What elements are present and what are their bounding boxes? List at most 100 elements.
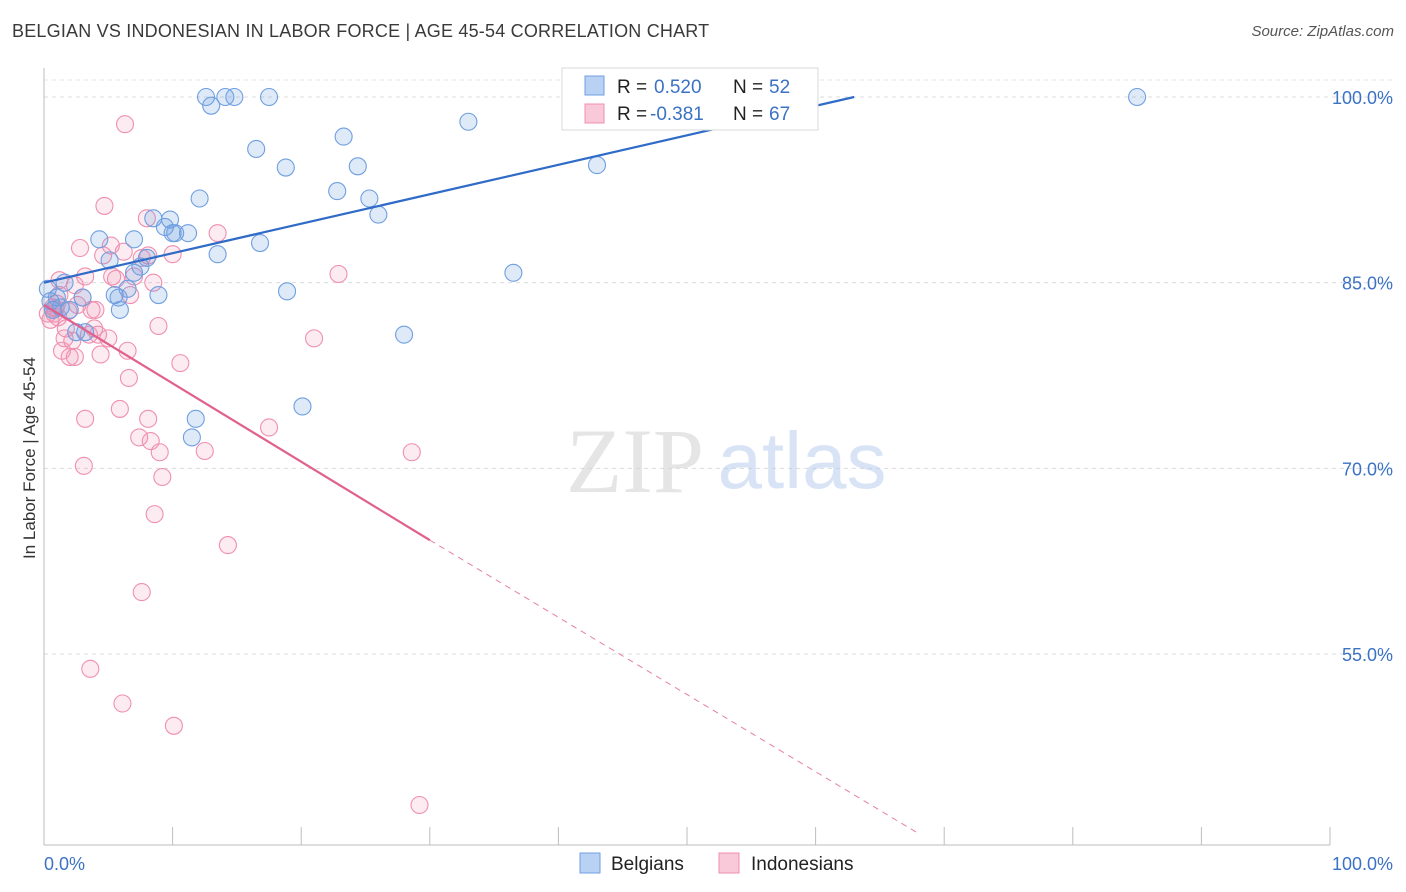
legend-r-label-2: R = — [617, 104, 647, 125]
indonesians-trend-line — [43, 304, 431, 542]
y-tick-label: 55.0% — [1342, 645, 1393, 665]
belgian-point — [247, 139, 266, 159]
belgian-point — [60, 300, 79, 319]
belgian-point — [190, 189, 209, 208]
indonesian-point — [74, 456, 93, 475]
belgian-point — [225, 87, 244, 107]
legend-swatch-indonesians — [584, 103, 605, 124]
belgian-point — [202, 96, 221, 115]
chart-title: BELGIAN VS INDONESIAN IN LABOR FORCE | A… — [12, 21, 710, 41]
belgian-point — [90, 230, 109, 249]
indonesian-point — [218, 536, 237, 555]
tick-labels: 55.0% 70.0% 85.0% 100.0% 0.0% 100.0% — [44, 88, 1393, 874]
belgian-point — [334, 127, 353, 146]
watermark-zip: ZIP — [566, 410, 704, 512]
indonesian-point — [65, 347, 84, 366]
belgian-point — [348, 157, 367, 176]
belgian-point — [208, 245, 227, 264]
indonesian-point — [115, 115, 135, 134]
legend-r-value-1: 0.520 — [654, 77, 702, 98]
bottom-legend-label-belgians: Belgians — [611, 854, 684, 875]
legend-swatch-belgians — [584, 75, 605, 96]
belgian-point — [587, 156, 607, 175]
belgian-point — [259, 87, 279, 107]
belgian-point — [182, 428, 201, 447]
indonesian-point — [329, 264, 348, 284]
y-axis-title: In Labor Force | Age 45-54 — [20, 357, 39, 559]
legend-n-label-2: N = — [733, 104, 763, 125]
indonesian-point — [130, 428, 149, 447]
indonesian-point — [132, 583, 151, 602]
indonesian-point — [137, 209, 156, 228]
indonesian-point — [81, 659, 100, 678]
axes — [43, 68, 1331, 846]
belgian-point — [100, 251, 119, 270]
x-tick-label: 0.0% — [44, 854, 85, 874]
indonesian-point — [402, 443, 421, 462]
watermark-atlas: atlas — [718, 416, 887, 505]
bottom-legend: Belgians Indonesians — [579, 852, 853, 875]
indonesian-point — [86, 300, 105, 319]
bottom-legend-label-indonesians: Indonesians — [751, 854, 853, 875]
legend-r-value-2: -0.381 — [650, 104, 704, 125]
belgian-point — [118, 279, 137, 298]
belgian-point — [160, 210, 180, 229]
belgian-point — [278, 282, 297, 301]
indonesian-point — [119, 368, 138, 388]
indonesian-point — [153, 467, 172, 487]
belgian-point — [360, 189, 379, 208]
indonesian-point — [76, 409, 95, 428]
belgian-point — [73, 288, 92, 307]
legend-n-label-1: N = — [733, 77, 763, 98]
indonesian-point — [150, 443, 169, 462]
belgian-point — [149, 285, 168, 305]
indonesian-point — [95, 196, 114, 215]
belgian-point — [1128, 87, 1147, 107]
legend-r-label-1: R = — [617, 77, 647, 98]
legend-n-value-2: 67 — [769, 104, 790, 125]
y-tick-label: 85.0% — [1342, 274, 1393, 294]
bottom-legend-swatch-belgians — [579, 852, 601, 874]
belgian-point — [178, 224, 198, 243]
belgian-point — [395, 325, 414, 344]
indonesian-point — [164, 716, 183, 735]
indonesian-point — [114, 242, 133, 261]
indonesian-point — [139, 409, 158, 428]
indonesian-point — [410, 795, 429, 815]
indonesians-trend-extension — [429, 539, 919, 834]
grid-lines — [44, 79, 1392, 655]
indonesian-point — [259, 418, 279, 437]
belgian-point — [369, 205, 388, 224]
belgian-point — [196, 87, 216, 107]
belgian-point — [504, 263, 523, 282]
bottom-legend-swatch-indonesians — [718, 852, 740, 874]
series-belgians — [38, 87, 1147, 447]
belgian-point — [293, 397, 312, 416]
belgian-point — [124, 230, 144, 249]
indonesian-point — [171, 354, 190, 373]
indonesian-point — [106, 269, 126, 289]
x-tick-label: 100.0% — [1332, 854, 1393, 874]
legend-box: R = 0.520 N = 52 R = -0.381 N = 67 — [561, 67, 819, 131]
indonesian-point — [91, 345, 110, 364]
belgian-point — [250, 234, 270, 253]
belgian-point — [186, 409, 205, 428]
indonesian-point — [195, 441, 214, 461]
indonesian-point — [110, 399, 129, 418]
source-credit: Source: ZipAtlas.com — [1251, 23, 1394, 40]
belgian-point — [328, 182, 347, 201]
indonesian-point — [145, 505, 164, 524]
belgian-point — [276, 158, 295, 177]
belgian-point — [47, 288, 66, 307]
belgian-point — [166, 224, 185, 243]
indonesian-point — [149, 316, 168, 336]
indonesian-point — [70, 238, 90, 258]
belgian-point — [110, 300, 129, 319]
indonesian-point — [305, 329, 324, 348]
y-tick-label: 100.0% — [1332, 88, 1393, 108]
y-tick-label: 70.0% — [1342, 459, 1393, 479]
legend-n-value-1: 52 — [769, 77, 790, 98]
series-indonesians — [38, 115, 429, 815]
indonesian-point — [208, 224, 227, 243]
